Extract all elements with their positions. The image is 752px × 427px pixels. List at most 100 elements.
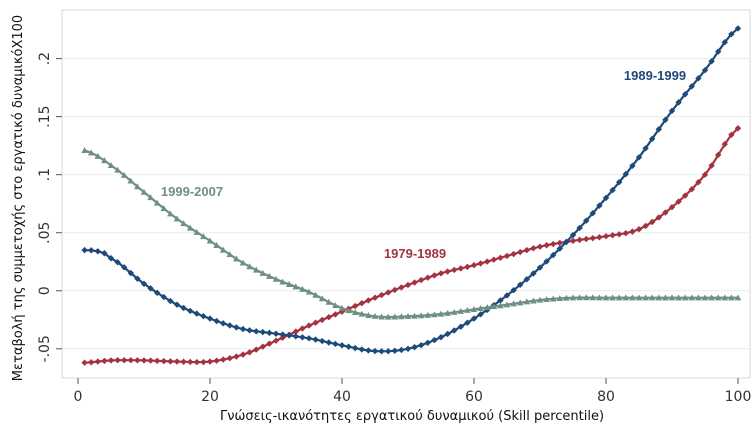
data-point bbox=[510, 286, 517, 294]
data-point bbox=[642, 222, 649, 230]
data-point bbox=[226, 355, 233, 362]
data-point bbox=[187, 358, 194, 366]
data-point bbox=[569, 294, 577, 301]
data-point bbox=[431, 336, 438, 344]
series-line bbox=[84, 27, 739, 353]
data-point bbox=[246, 349, 253, 356]
data-point bbox=[569, 237, 577, 245]
data-point bbox=[622, 294, 630, 301]
series-label-1989-1999: 1989-1999 bbox=[624, 68, 686, 83]
data-point bbox=[147, 357, 154, 364]
data-point bbox=[154, 357, 161, 365]
data-point bbox=[398, 313, 405, 320]
data-point bbox=[688, 185, 695, 193]
data-point bbox=[523, 298, 531, 305]
data-point bbox=[444, 309, 451, 316]
data-point bbox=[206, 358, 214, 365]
data-point bbox=[279, 278, 286, 285]
data-point bbox=[398, 346, 405, 354]
data-point bbox=[675, 198, 682, 205]
data-point bbox=[299, 285, 306, 292]
grid-lines bbox=[62, 58, 750, 350]
data-point bbox=[107, 255, 115, 262]
data-point bbox=[583, 235, 590, 243]
data-point bbox=[503, 301, 511, 308]
data-point bbox=[549, 295, 557, 302]
y-tick-label: 0 bbox=[37, 286, 53, 295]
data-point bbox=[477, 260, 484, 267]
data-point bbox=[609, 232, 616, 239]
data-point bbox=[266, 329, 273, 337]
data-point bbox=[695, 179, 702, 186]
data-point bbox=[404, 312, 412, 319]
data-point bbox=[371, 312, 379, 319]
data-point bbox=[655, 126, 662, 133]
data-point bbox=[457, 323, 464, 330]
data-point bbox=[239, 259, 247, 266]
data-point bbox=[253, 346, 260, 353]
data-point bbox=[81, 359, 88, 366]
data-point bbox=[556, 295, 564, 302]
data-point bbox=[490, 303, 498, 310]
data-point bbox=[404, 281, 412, 289]
data-point bbox=[358, 300, 365, 307]
data-point bbox=[424, 339, 431, 346]
data-point bbox=[233, 324, 240, 331]
data-point bbox=[187, 307, 194, 315]
data-point bbox=[503, 252, 511, 260]
data-point bbox=[101, 357, 108, 365]
data-point bbox=[127, 269, 134, 277]
data-point bbox=[127, 177, 135, 184]
data-point bbox=[345, 307, 352, 314]
data-point bbox=[259, 269, 267, 276]
data-point bbox=[596, 202, 603, 209]
data-point bbox=[714, 294, 722, 301]
data-point bbox=[477, 305, 484, 312]
data-point bbox=[734, 125, 742, 132]
data-point bbox=[107, 357, 115, 364]
series-1979-1989 bbox=[81, 125, 742, 366]
data-point bbox=[101, 157, 108, 164]
data-point bbox=[715, 151, 722, 159]
data-point bbox=[615, 294, 623, 301]
series-line bbox=[84, 127, 739, 364]
data-point bbox=[543, 296, 550, 303]
data-point bbox=[550, 240, 557, 248]
data-point bbox=[107, 162, 115, 169]
data-point bbox=[259, 343, 266, 350]
data-point bbox=[437, 270, 445, 277]
data-point bbox=[305, 335, 313, 342]
data-point bbox=[345, 343, 352, 350]
data-point bbox=[655, 214, 662, 221]
data-point bbox=[721, 39, 728, 46]
data-point bbox=[543, 258, 550, 265]
data-point bbox=[728, 131, 735, 138]
data-point bbox=[569, 231, 577, 239]
data-point bbox=[695, 75, 702, 82]
data-point bbox=[444, 268, 451, 275]
data-point bbox=[701, 171, 709, 178]
data-point bbox=[701, 67, 709, 74]
data-point bbox=[154, 289, 161, 297]
x-tick-label: 0 bbox=[74, 389, 83, 405]
data-point bbox=[272, 275, 280, 282]
data-point bbox=[708, 294, 715, 301]
data-point bbox=[378, 313, 385, 320]
data-point bbox=[127, 356, 134, 364]
data-point bbox=[411, 279, 418, 286]
data-point bbox=[648, 294, 656, 301]
data-point bbox=[312, 319, 319, 326]
data-point bbox=[325, 313, 332, 321]
y-tick-label: .1 bbox=[37, 168, 53, 181]
data-point bbox=[431, 272, 438, 279]
data-point bbox=[365, 297, 372, 304]
data-point bbox=[153, 199, 161, 206]
data-point bbox=[734, 25, 742, 32]
data-point bbox=[193, 310, 200, 317]
data-point bbox=[728, 30, 735, 38]
series-lines bbox=[81, 25, 742, 366]
data-point bbox=[365, 347, 372, 354]
data-point bbox=[444, 330, 451, 338]
data-point bbox=[715, 48, 722, 55]
data-point bbox=[200, 312, 207, 320]
